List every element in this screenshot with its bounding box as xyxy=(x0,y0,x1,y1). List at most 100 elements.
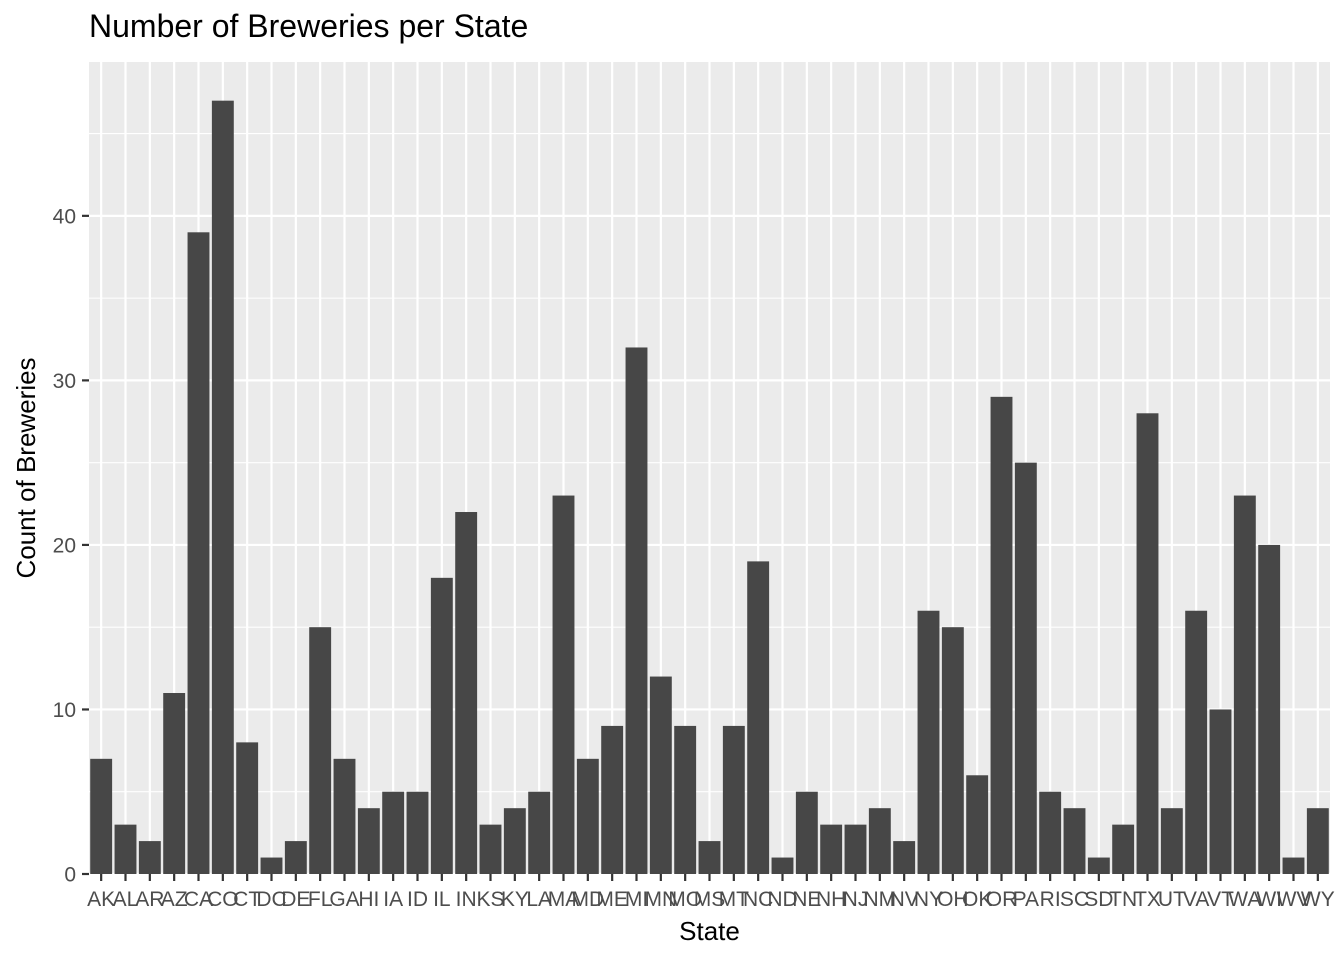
y-axis: 0 10 20 30 40 xyxy=(53,205,89,887)
x-tick-label: SD xyxy=(1084,888,1113,911)
x-tick-label: MN xyxy=(644,888,677,911)
bar-la xyxy=(528,791,551,874)
bar-nc xyxy=(747,561,770,874)
bar-ca xyxy=(187,232,210,875)
bar-ct xyxy=(236,742,259,874)
bar-me xyxy=(601,725,624,874)
x-tick-label: ME xyxy=(596,888,628,911)
x-tick-label: AK xyxy=(87,888,115,911)
x-tick-label: TN xyxy=(1109,888,1137,911)
x-axis-title: State xyxy=(679,916,740,946)
bar-ga xyxy=(333,758,356,874)
bars xyxy=(90,100,1329,875)
x-tick-label: AZ xyxy=(161,888,188,911)
bar-wa xyxy=(1233,495,1256,874)
bar-ky xyxy=(503,808,526,874)
x-tick-label: PA xyxy=(1013,888,1039,911)
bar-pa xyxy=(1014,462,1037,874)
bar-fl xyxy=(309,627,332,874)
bar-wy xyxy=(1306,808,1329,874)
bar-nv xyxy=(893,841,916,874)
x-tick-label: WV xyxy=(1277,888,1311,911)
bar-vt xyxy=(1209,709,1232,874)
bar-mt xyxy=(722,725,745,874)
x-tick-label: MT xyxy=(719,888,749,911)
x-tick-label: WY xyxy=(1301,888,1335,911)
bar-ms xyxy=(698,841,721,874)
y-tick-label: 20 xyxy=(53,534,76,557)
bar-co xyxy=(211,100,234,874)
x-tick-label: KS xyxy=(476,888,504,911)
bar-in xyxy=(455,512,478,874)
bar-id xyxy=(406,791,429,874)
bar-ak xyxy=(90,758,113,874)
bar-nm xyxy=(868,808,891,874)
x-tick-label: FL xyxy=(308,888,333,911)
bar-az xyxy=(163,693,186,874)
x-tick-label: MD xyxy=(571,888,604,911)
x-tick-label: CA xyxy=(184,888,213,911)
bar-md xyxy=(576,758,599,874)
x-tick-label: AL xyxy=(113,888,139,911)
x-tick-label: TX xyxy=(1134,888,1161,911)
x-tick-label: RI xyxy=(1040,888,1061,911)
x-tick-label: OK xyxy=(962,888,992,911)
x-tick-label: NY xyxy=(914,888,943,911)
y-tick-label: 10 xyxy=(53,699,76,722)
bar-dc xyxy=(260,857,283,874)
x-tick-label: WI xyxy=(1256,888,1282,911)
x-tick-label: IL xyxy=(433,888,451,911)
y-tick-label: 30 xyxy=(53,370,76,393)
bar-nj xyxy=(844,824,867,874)
bar-nh xyxy=(820,824,843,874)
bar-tn xyxy=(1112,824,1135,874)
y-tick-label: 40 xyxy=(53,205,76,228)
bar-oh xyxy=(941,627,964,874)
x-tick-label: WA xyxy=(1228,888,1261,911)
bar-wv xyxy=(1282,857,1305,874)
bar-de xyxy=(284,841,307,874)
bar-ri xyxy=(1039,791,1062,874)
x-tick-label: NC xyxy=(743,888,773,911)
bar-ks xyxy=(479,824,502,874)
y-tick-label: 0 xyxy=(64,864,76,887)
x-tick-label: MA xyxy=(548,888,580,911)
y-axis-title: Count of Breweries xyxy=(11,357,41,578)
x-tick-label: CT xyxy=(233,888,261,911)
x-tick-label: VA xyxy=(1183,888,1209,911)
bar-al xyxy=(114,824,137,874)
x-tick-label: MI xyxy=(625,888,648,911)
bar-ut xyxy=(1160,808,1183,874)
x-tick-label: NM xyxy=(863,888,896,911)
x-tick-label: DC xyxy=(256,888,286,911)
x-tick-label: ND xyxy=(767,888,797,911)
bar-ne xyxy=(795,791,818,874)
chart-title: Number of Breweries per State xyxy=(89,8,529,44)
x-tick-label: NV xyxy=(890,888,919,911)
x-tick-label: CO xyxy=(207,888,239,911)
bar-wi xyxy=(1258,544,1281,874)
x-tick-label: MS xyxy=(694,888,726,911)
bar-tx xyxy=(1136,413,1159,874)
bar-ma xyxy=(552,495,575,874)
bar-hi xyxy=(357,808,380,874)
x-tick-label: NH xyxy=(816,888,846,911)
x-tick-label: DE xyxy=(281,888,310,911)
x-tick-label: IN xyxy=(456,888,477,911)
bar-ia xyxy=(382,791,405,874)
x-tick-label: GA xyxy=(329,888,359,911)
x-tick-label: NJ xyxy=(843,888,869,911)
x-tick-label: OR xyxy=(986,888,1018,911)
bar-mn xyxy=(649,676,672,874)
bar-ar xyxy=(138,841,161,874)
x-tick-label: UT xyxy=(1158,888,1186,911)
bar-sc xyxy=(1063,808,1086,874)
x-tick-label: SC xyxy=(1060,888,1089,911)
bar-mo xyxy=(674,725,697,874)
x-tick-label: VT xyxy=(1207,888,1234,911)
x-tick-label: IA xyxy=(383,888,403,911)
bar-ny xyxy=(917,610,940,874)
x-tick-label: NE xyxy=(792,888,821,911)
